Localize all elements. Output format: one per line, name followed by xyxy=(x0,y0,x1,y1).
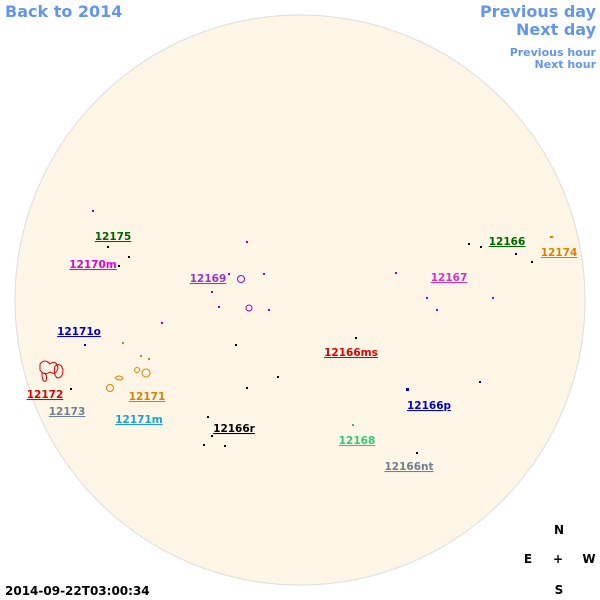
next-hour-link[interactable]: Next hour xyxy=(535,58,597,71)
region-label[interactable]: 12169 xyxy=(190,273,227,285)
compass: N E + W S xyxy=(524,523,596,597)
region-label[interactable]: 12166r xyxy=(213,423,256,435)
region-label[interactable]: 12166ms xyxy=(324,347,378,359)
region-label[interactable]: 12172 xyxy=(27,389,64,401)
region-label[interactable]: 12167 xyxy=(431,272,468,284)
compass-north: N xyxy=(554,523,564,537)
compass-west: W xyxy=(582,552,595,566)
region-labels: 12175 12170m 12169 12171o 12166ms 12172 … xyxy=(27,231,578,473)
region-label[interactable]: 12168 xyxy=(339,435,376,447)
region-label[interactable]: 12171 xyxy=(129,391,166,403)
previous-hour-link[interactable]: Previous hour xyxy=(510,46,597,59)
next-day-link[interactable]: Next day xyxy=(516,20,597,39)
region-label[interactable]: 12173 xyxy=(49,406,86,418)
region-label[interactable]: 12175 xyxy=(95,231,132,243)
compass-south: S xyxy=(555,583,564,597)
timestamp: 2014-09-22T03:00:34 xyxy=(5,584,150,598)
solar-disk xyxy=(14,14,586,586)
region-label[interactable]: 12174 xyxy=(541,247,578,259)
region-label[interactable]: 12171o xyxy=(57,326,101,338)
back-link[interactable]: Back to 2014 xyxy=(5,2,122,21)
region-label[interactable]: 12166p xyxy=(407,400,452,412)
region-label[interactable]: 12166 xyxy=(489,236,526,248)
previous-day-link[interactable]: Previous day xyxy=(480,2,597,21)
region-label[interactable]: 12166nt xyxy=(384,461,433,473)
compass-center: + xyxy=(553,552,563,566)
spots xyxy=(39,210,553,454)
region-label[interactable]: 12171m xyxy=(115,414,163,426)
region-label[interactable]: 12170m xyxy=(69,259,117,271)
compass-east: E xyxy=(524,552,532,566)
